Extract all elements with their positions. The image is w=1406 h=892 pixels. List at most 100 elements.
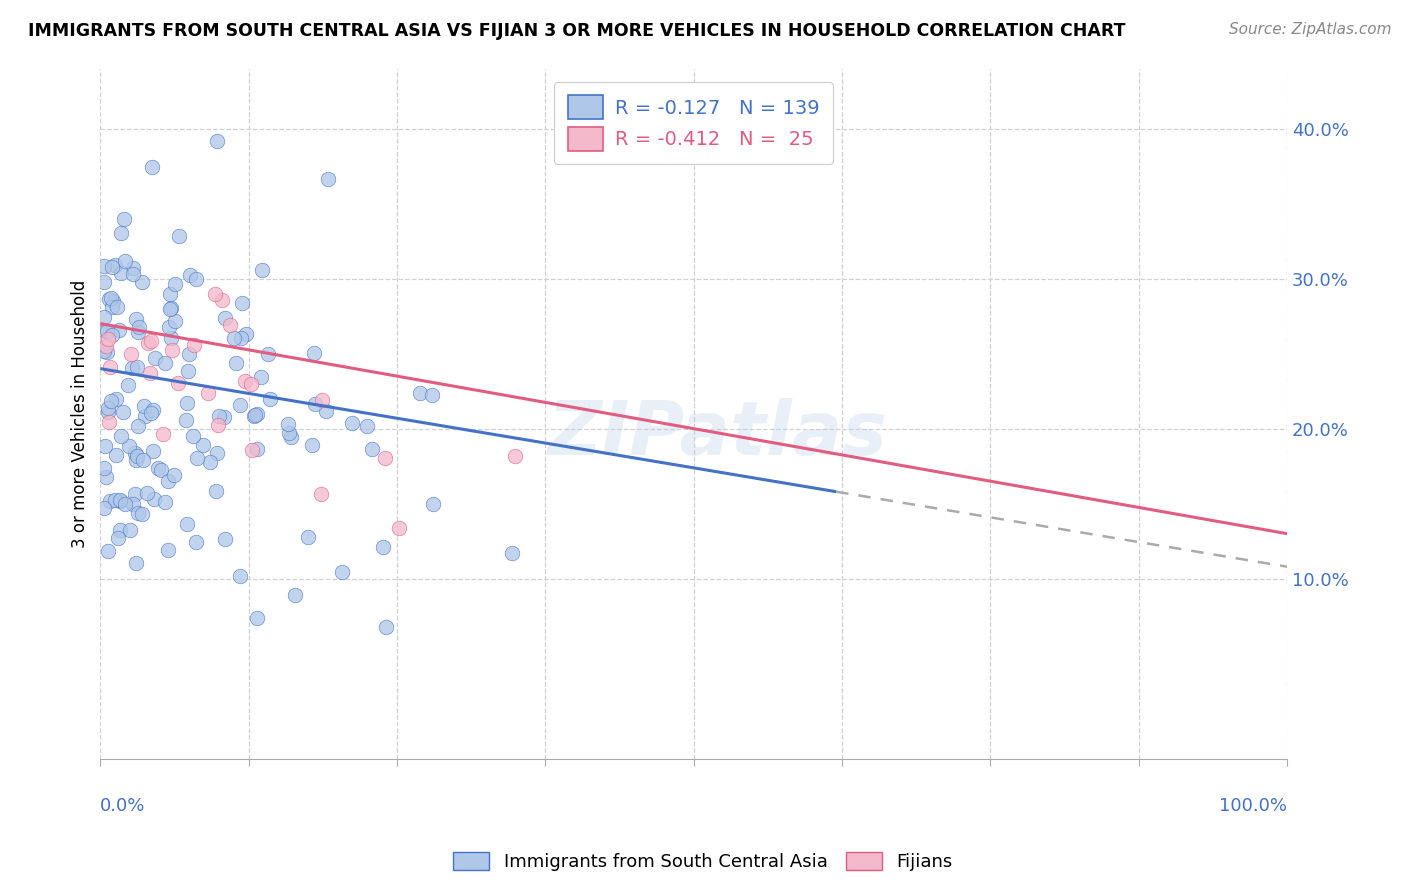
Text: 100.0%: 100.0% <box>1219 797 1286 814</box>
Point <box>301 438 323 452</box>
Legend: Immigrants from South Central Asia, Fijians: Immigrants from South Central Asia, Fiji… <box>446 845 960 879</box>
Point <box>143 492 166 507</box>
Point <box>361 442 384 456</box>
Point <box>98 415 121 429</box>
Point <box>120 523 142 537</box>
Point <box>145 351 167 365</box>
Point <box>388 521 411 535</box>
Point <box>122 261 145 276</box>
Point <box>193 438 215 452</box>
Point <box>284 587 307 601</box>
Point <box>249 369 271 384</box>
Point <box>315 404 337 418</box>
Point <box>422 497 444 511</box>
Point <box>503 449 526 463</box>
Point <box>124 446 146 460</box>
Point <box>97 544 120 558</box>
Point <box>107 531 129 545</box>
Point <box>108 523 131 537</box>
Text: Source: ZipAtlas.com: Source: ZipAtlas.com <box>1229 22 1392 37</box>
Point <box>139 334 162 348</box>
Point <box>93 343 115 358</box>
Point <box>125 453 148 467</box>
Point <box>101 301 124 315</box>
Point <box>93 325 115 339</box>
Point <box>186 451 208 466</box>
Point <box>117 377 139 392</box>
Point <box>501 546 523 560</box>
Point <box>139 406 162 420</box>
Point <box>93 500 115 515</box>
Point <box>142 443 165 458</box>
Point <box>104 493 127 508</box>
Point <box>152 427 174 442</box>
Point <box>257 346 280 360</box>
Point <box>125 450 148 464</box>
Point <box>108 323 131 337</box>
Point <box>100 291 122 305</box>
Y-axis label: 3 or more Vehicles in Household: 3 or more Vehicles in Household <box>72 279 89 548</box>
Point <box>111 405 134 419</box>
Point <box>176 364 198 378</box>
Point <box>197 385 219 400</box>
Point <box>101 328 124 343</box>
Point <box>94 339 117 353</box>
Point <box>373 450 395 465</box>
Point <box>208 409 231 424</box>
Point <box>136 335 159 350</box>
Point <box>409 386 432 401</box>
Point <box>134 409 156 424</box>
Point <box>94 470 117 484</box>
Point <box>278 425 301 440</box>
Point <box>110 428 132 442</box>
Point <box>316 171 339 186</box>
Point <box>233 374 256 388</box>
Point <box>131 275 153 289</box>
Point <box>259 392 281 406</box>
Point <box>127 360 149 375</box>
Point <box>204 287 226 301</box>
Point <box>124 486 146 500</box>
Point <box>246 407 269 421</box>
Point <box>125 311 148 326</box>
Point <box>204 484 226 499</box>
Point <box>96 345 118 359</box>
Point <box>229 331 252 345</box>
Point <box>156 474 179 488</box>
Point <box>100 393 122 408</box>
Point <box>157 543 180 558</box>
Point <box>297 530 319 544</box>
Point <box>184 535 207 549</box>
Point <box>246 611 269 625</box>
Point <box>110 266 132 280</box>
Point <box>243 409 266 424</box>
Point <box>108 493 131 508</box>
Point <box>98 359 121 374</box>
Point <box>121 267 143 281</box>
Point <box>122 497 145 511</box>
Point <box>211 293 233 307</box>
Point <box>136 486 159 500</box>
Point <box>159 301 181 316</box>
Point <box>311 392 333 407</box>
Text: 0.0%: 0.0% <box>100 797 146 814</box>
Legend: R = -0.127   N = 139, R = -0.412   N =  25: R = -0.127 N = 139, R = -0.412 N = 25 <box>554 82 832 164</box>
Point <box>157 320 180 334</box>
Point <box>105 392 128 407</box>
Point <box>128 320 150 334</box>
Point <box>219 318 242 333</box>
Point <box>229 398 252 412</box>
Point <box>231 296 253 310</box>
Point <box>127 326 149 340</box>
Point <box>174 413 197 427</box>
Point <box>105 448 128 462</box>
Point <box>167 229 190 244</box>
Point <box>214 410 236 425</box>
Point <box>93 460 115 475</box>
Point <box>242 442 264 457</box>
Point <box>96 324 118 338</box>
Point <box>93 259 115 273</box>
Point <box>132 399 155 413</box>
Point <box>93 275 115 289</box>
Point <box>110 226 132 240</box>
